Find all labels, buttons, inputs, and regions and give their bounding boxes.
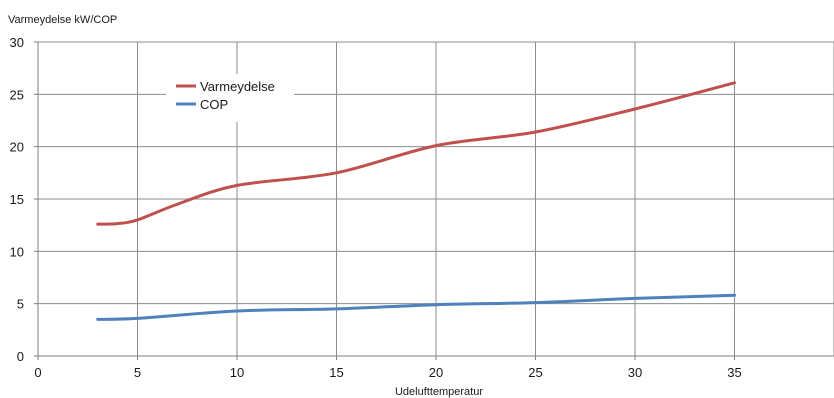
legend-label-cop: COP [200, 97, 228, 112]
y-tick-label: 10 [10, 244, 24, 259]
y-axis-title: Varmeydelse kW/COP [8, 14, 117, 26]
x-tick-label: 35 [727, 365, 741, 380]
series-line-cop [96, 293, 736, 321]
y-tick-label: 5 [17, 297, 24, 312]
x-tick-label: 0 [34, 365, 41, 380]
x-tick-label: 10 [230, 365, 244, 380]
legend-label-varmeydelse: Varmeydelse [200, 79, 275, 94]
x-tick-label: 30 [628, 365, 642, 380]
y-tick-label: 0 [17, 349, 24, 364]
x-tick-label: 25 [528, 365, 542, 380]
x-axis-title: Udelufttemperatur [395, 386, 483, 398]
y-tick-labels: 0 5 10 15 20 25 30 [10, 35, 38, 364]
x-tick-label: 5 [134, 365, 141, 380]
legend-background [166, 74, 294, 122]
y-tick-label: 20 [10, 140, 24, 155]
x-tick-label: 20 [429, 365, 443, 380]
y-tick-label: 30 [10, 35, 24, 50]
x-tick-labels: 0 5 10 15 20 25 30 35 [34, 356, 742, 380]
series-lines [96, 81, 736, 321]
x-tick-label: 15 [329, 365, 343, 380]
y-tick-label: 15 [10, 192, 24, 207]
legend: Varmeydelse COP [166, 74, 294, 122]
y-tick-label: 25 [10, 87, 24, 102]
grid [38, 41, 834, 356]
series-line-varmeydelse [96, 81, 736, 226]
